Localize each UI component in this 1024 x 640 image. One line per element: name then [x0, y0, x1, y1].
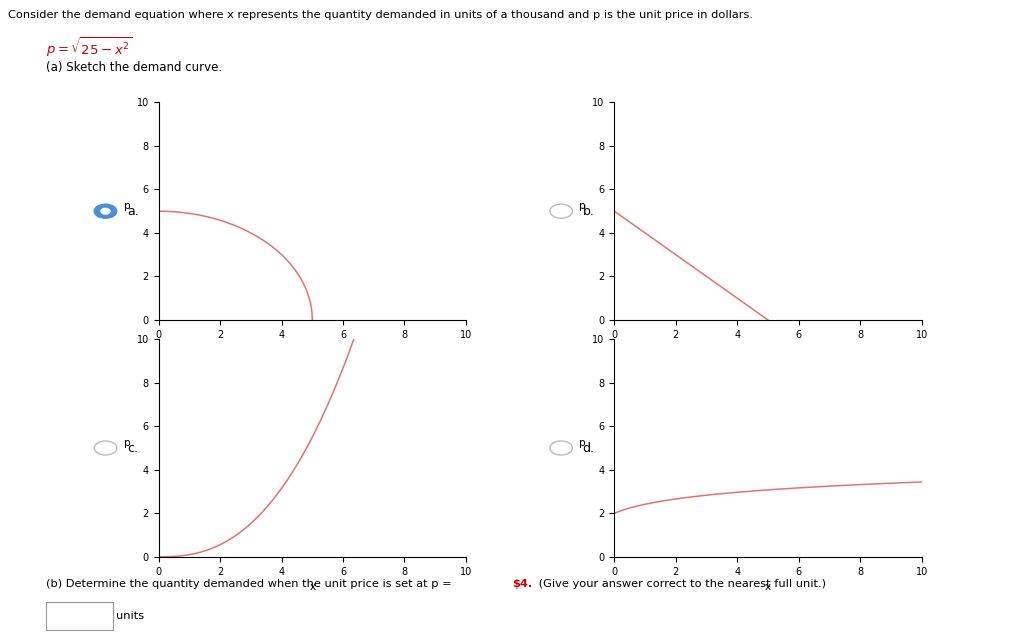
Text: Consider the demand equation where x represents the quantity demanded in units o: Consider the demand equation where x rep…	[8, 10, 754, 20]
Text: a.: a.	[127, 205, 138, 218]
Text: $4.: $4.	[512, 579, 532, 589]
Text: $p = \sqrt{25 - x^2}$: $p = \sqrt{25 - x^2}$	[46, 35, 132, 59]
Text: (Give your answer correct to the nearest full unit.): (Give your answer correct to the nearest…	[535, 579, 825, 589]
Text: d.: d.	[583, 442, 595, 454]
Text: b.: b.	[583, 205, 595, 218]
X-axis label: x: x	[765, 345, 771, 355]
Text: c.: c.	[127, 442, 138, 454]
Text: (a) Sketch the demand curve.: (a) Sketch the demand curve.	[46, 61, 222, 74]
Y-axis label: p: p	[580, 201, 586, 211]
Y-axis label: p: p	[124, 201, 130, 211]
Y-axis label: p: p	[124, 438, 130, 448]
X-axis label: x: x	[765, 582, 771, 592]
X-axis label: x: x	[309, 582, 315, 592]
Y-axis label: p: p	[580, 438, 586, 448]
X-axis label: x: x	[309, 345, 315, 355]
Text: (b) Determine the quantity demanded when the unit price is set at p =: (b) Determine the quantity demanded when…	[46, 579, 456, 589]
Text: units: units	[116, 611, 143, 621]
